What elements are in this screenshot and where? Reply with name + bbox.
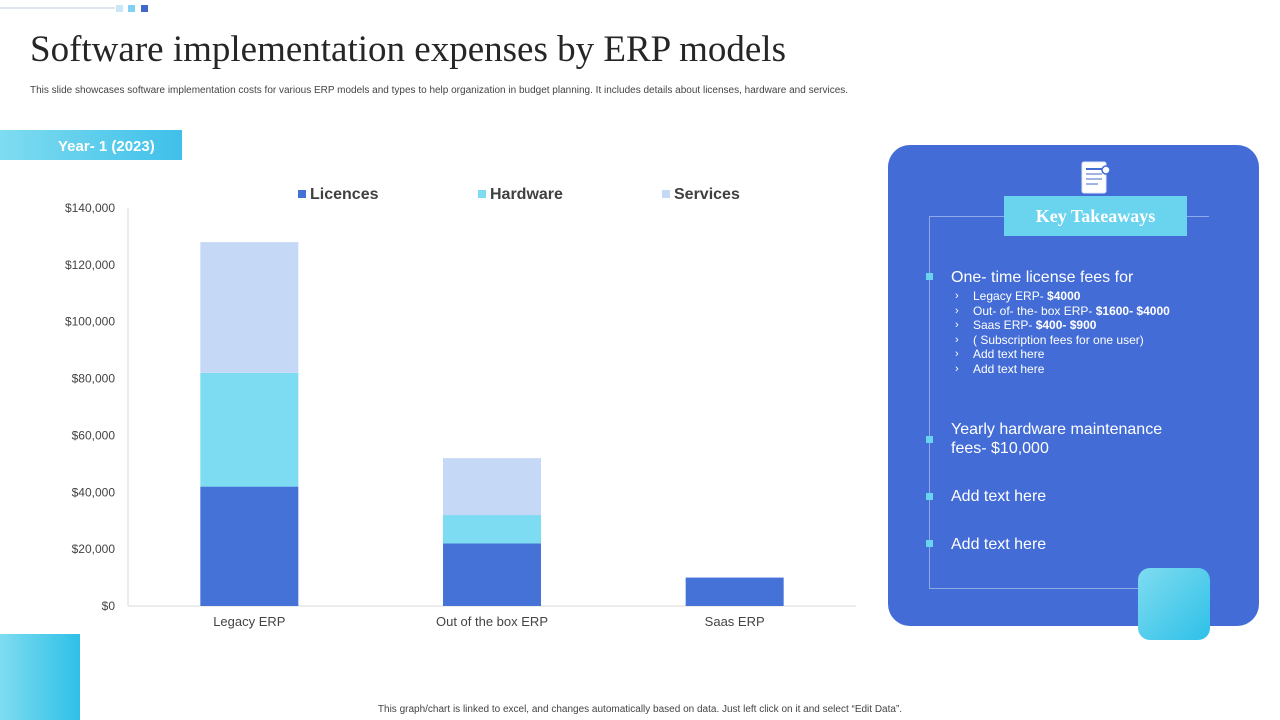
stacked-bar-chart[interactable]: $0 $20,000 $40,000 $60,000 $80,000 $100,000 $1…: [0, 170, 870, 640]
y-tick-label: $140,000: [65, 201, 115, 215]
takeaway-1-item-label: Add text here: [973, 361, 1045, 376]
x-tick-label: Legacy ERP: [213, 614, 285, 629]
corner-decor-rect: [0, 634, 80, 720]
legend-marker-hardware: [478, 190, 486, 198]
year-tag: [0, 130, 182, 160]
y-tick-label: $40,000: [72, 485, 116, 499]
chevron-right-icon: ›: [955, 362, 959, 375]
y-tick-label: $100,000: [65, 315, 115, 329]
year-label: Year- 1 (2023): [58, 138, 155, 155]
takeaway-1-item-label: ( Subscription fees for one user): [973, 332, 1144, 347]
document-icon: [1081, 161, 1111, 194]
chevron-right-icon: ›: [955, 333, 959, 346]
x-tick-label: Out of the box ERP: [436, 614, 548, 629]
takeaway-1-item-label: Add text here: [973, 347, 1045, 361]
legend-label-licences: Licences: [310, 186, 379, 203]
bar-licences-1[interactable]: [200, 486, 299, 606]
y-tick-label: $120,000: [65, 258, 115, 272]
top-decor-square-1: [116, 5, 123, 12]
y-tick-label: $20,000: [72, 542, 116, 556]
chevron-right-icon: ›: [955, 290, 959, 302]
takeaway-1-item-value: $400- $900: [1035, 318, 1097, 332]
chevron-right-icon: ›: [955, 304, 959, 317]
takeaway-1-item-label: Out- of- the- box ERP-: [973, 303, 1096, 318]
takeaway-1-item-value: $4000: [1047, 289, 1081, 303]
decor-square: [1138, 568, 1210, 640]
takeaway-1-item: › Out- of- the- box ERP- $1600- $4000: [955, 304, 1170, 319]
y-tick-label: $60,000: [72, 428, 116, 442]
top-decor-square-3: [141, 5, 148, 12]
takeaway-1-item: › Add text here: [955, 347, 1170, 362]
takeaway-1-item-label: Legacy ERP-: [973, 289, 1048, 303]
takeaway-1-item: › Add text here: [955, 362, 1170, 377]
bar-licences-2[interactable]: [443, 543, 541, 606]
takeaway-4: Add text here: [951, 536, 1047, 553]
bullet-icon-4: [926, 540, 933, 547]
page-title: Software implementation expenses by ERP …: [30, 29, 786, 70]
bullet-icon-1: [926, 273, 933, 280]
bar-hardware-1[interactable]: [200, 372, 299, 487]
takeaway-1-item: › Legacy ERP- $4000: [955, 289, 1170, 304]
top-decor-square-2: [128, 5, 135, 12]
y-tick-label: $0: [102, 599, 116, 613]
bar-licences-3[interactable]: [685, 577, 784, 606]
takeaway-1-list: › Legacy ERP- $4000 › Out- of- the- box ERP…: [955, 289, 1170, 376]
takeaway-1-item: › Saas ERP- $400- $900: [955, 318, 1170, 333]
y-tick-label: $80,000: [72, 372, 116, 386]
chevron-right-icon: ›: [955, 348, 959, 360]
legend-label-services: Services: [674, 186, 740, 203]
takeaway-1-item: › ( Subscription fees for one user): [955, 333, 1170, 348]
takeaway-3: Add text here: [951, 488, 1047, 505]
bar-services-2[interactable]: [443, 458, 541, 516]
bullet-icon-2: [926, 436, 933, 443]
takeaway-1-item-value: $1600- $4000: [1095, 303, 1170, 318]
legend-label-hardware: Hardware: [490, 186, 563, 203]
page-subtitle: This slide showcases software implementa…: [30, 85, 849, 96]
takeaway-1-item-label: Saas ERP-: [973, 318, 1036, 332]
top-decor-line: [0, 7, 115, 9]
takeaway-2: Yearly hardware maintenance fees- $10,00…: [951, 421, 1163, 457]
chevron-right-icon: ›: [955, 319, 959, 331]
takeaway-1-title: One- time license fees for: [951, 269, 1134, 286]
x-tick-label: Saas ERP: [705, 614, 765, 629]
key-takeaways-heading: Key Takeaways: [1035, 205, 1156, 226]
footer-note: This graph/chart is linked to excel, and…: [377, 704, 903, 715]
bar-hardware-2[interactable]: [443, 515, 541, 544]
bar-services-1[interactable]: [200, 242, 299, 373]
key-takeaways-heading-box: Key Takeaways: [1004, 196, 1187, 236]
legend-marker-services: [662, 190, 670, 198]
legend-marker-licences: [298, 190, 306, 198]
bullet-icon-3: [926, 493, 933, 500]
